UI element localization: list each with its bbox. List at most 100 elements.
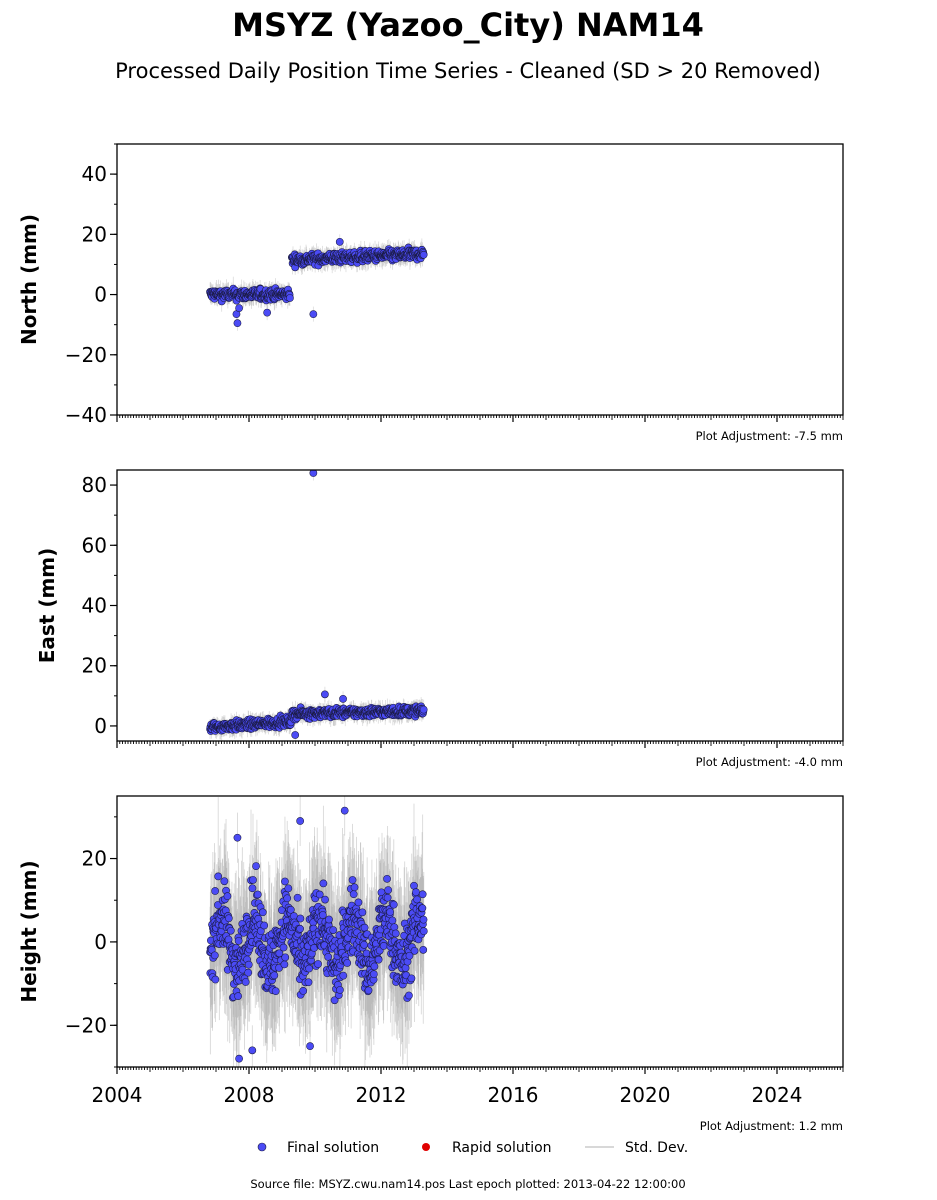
data-point xyxy=(324,952,333,961)
data-point xyxy=(329,926,338,934)
data-point xyxy=(407,974,416,983)
data-point xyxy=(211,887,219,895)
height-plot-area xyxy=(206,796,428,1067)
data-point xyxy=(319,879,328,888)
data-point xyxy=(369,970,378,979)
data-point xyxy=(354,898,363,907)
y-tick-label: −20 xyxy=(65,1013,107,1037)
y-tick-label: 40 xyxy=(82,594,107,618)
data-point xyxy=(390,923,399,932)
legend-final-label: Final solution xyxy=(287,1140,379,1156)
data-point xyxy=(339,694,347,703)
data-point xyxy=(343,959,352,967)
x-tick-label: 2016 xyxy=(488,1083,539,1107)
data-point xyxy=(306,1042,314,1051)
data-point xyxy=(383,874,391,883)
data-point xyxy=(253,890,262,899)
data-point xyxy=(258,908,267,917)
data-point xyxy=(379,942,388,950)
y-tick-label: 0 xyxy=(94,283,107,307)
data-point xyxy=(226,926,235,935)
data-point xyxy=(234,936,243,945)
data-point xyxy=(318,911,327,919)
north-ylabel: North (mm) xyxy=(17,214,41,345)
y-tick-label: 20 xyxy=(82,222,107,246)
data-point xyxy=(252,862,260,870)
legend-rapid-marker xyxy=(422,1143,430,1151)
data-point xyxy=(388,916,397,925)
data-point xyxy=(249,876,257,884)
data-point xyxy=(248,1046,257,1055)
data-point xyxy=(244,968,253,977)
data-point xyxy=(256,927,265,935)
data-point xyxy=(210,951,219,960)
panel-height: 20 0 −20 2004 2008 2012 2016 2020 2024 Height (mm… xyxy=(17,795,844,1133)
x-tick-label: 2024 xyxy=(752,1083,803,1107)
data-point xyxy=(335,237,344,246)
data-point xyxy=(233,319,242,328)
data-point xyxy=(271,987,280,995)
data-point xyxy=(304,978,313,987)
data-point xyxy=(413,895,421,904)
data-point xyxy=(305,964,313,973)
data-point xyxy=(315,890,324,899)
data-point xyxy=(410,881,418,890)
data-point xyxy=(374,955,383,964)
data-point xyxy=(223,892,232,901)
y-tick-label: 0 xyxy=(94,714,107,738)
data-point xyxy=(299,987,308,995)
data-point xyxy=(281,877,289,886)
legend-std-label: Std. Dev. xyxy=(625,1140,688,1156)
data-point xyxy=(340,806,349,815)
data-point xyxy=(370,962,379,971)
data-point xyxy=(405,951,414,960)
data-point xyxy=(280,960,289,969)
data-point xyxy=(405,991,413,1000)
data-point xyxy=(281,953,290,962)
legend-rapid-label: Rapid solution xyxy=(452,1140,552,1156)
data-point xyxy=(248,884,257,893)
north-plot-area xyxy=(206,234,428,331)
x-tick-label: 2004 xyxy=(92,1083,143,1107)
panel-north: 40 20 0 −20 −40 North (mm) Plot Adjustment: -7… xyxy=(17,143,844,443)
data-point xyxy=(418,904,427,913)
x-tick-label: 2012 xyxy=(356,1083,407,1107)
data-point xyxy=(211,975,220,984)
data-point xyxy=(386,908,395,916)
data-point xyxy=(279,943,288,952)
x-tick-label: 2008 xyxy=(224,1083,275,1107)
east-final-points xyxy=(206,470,428,739)
data-point xyxy=(410,946,419,955)
data-point xyxy=(241,978,250,986)
data-point xyxy=(391,929,400,938)
data-point xyxy=(349,890,358,899)
east-plot-area xyxy=(206,470,428,741)
data-point xyxy=(286,905,295,914)
east-plot-adjustment: Plot Adjustment: -4.0 mm xyxy=(696,755,843,769)
data-point xyxy=(263,308,272,317)
data-point xyxy=(260,921,269,930)
data-point xyxy=(235,304,243,312)
y-tick-label: 20 xyxy=(82,654,107,678)
data-point xyxy=(348,876,357,884)
data-point xyxy=(419,250,428,259)
data-point xyxy=(384,886,393,895)
data-point xyxy=(419,927,428,936)
data-point xyxy=(360,923,369,932)
data-point xyxy=(412,888,420,897)
data-point xyxy=(360,940,368,949)
data-point xyxy=(309,470,318,477)
height-plot-adjustment: Plot Adjustment: 1.2 mm xyxy=(700,1119,843,1133)
north-final-points xyxy=(206,237,428,328)
data-point xyxy=(214,872,223,881)
height-ylabel: Height (mm) xyxy=(17,860,41,1002)
data-point xyxy=(339,971,348,980)
data-point xyxy=(336,986,344,994)
data-point xyxy=(321,690,329,699)
data-point xyxy=(224,914,233,923)
data-point xyxy=(293,893,302,902)
data-point xyxy=(314,960,322,968)
data-point xyxy=(325,915,333,924)
data-point xyxy=(330,996,339,1005)
